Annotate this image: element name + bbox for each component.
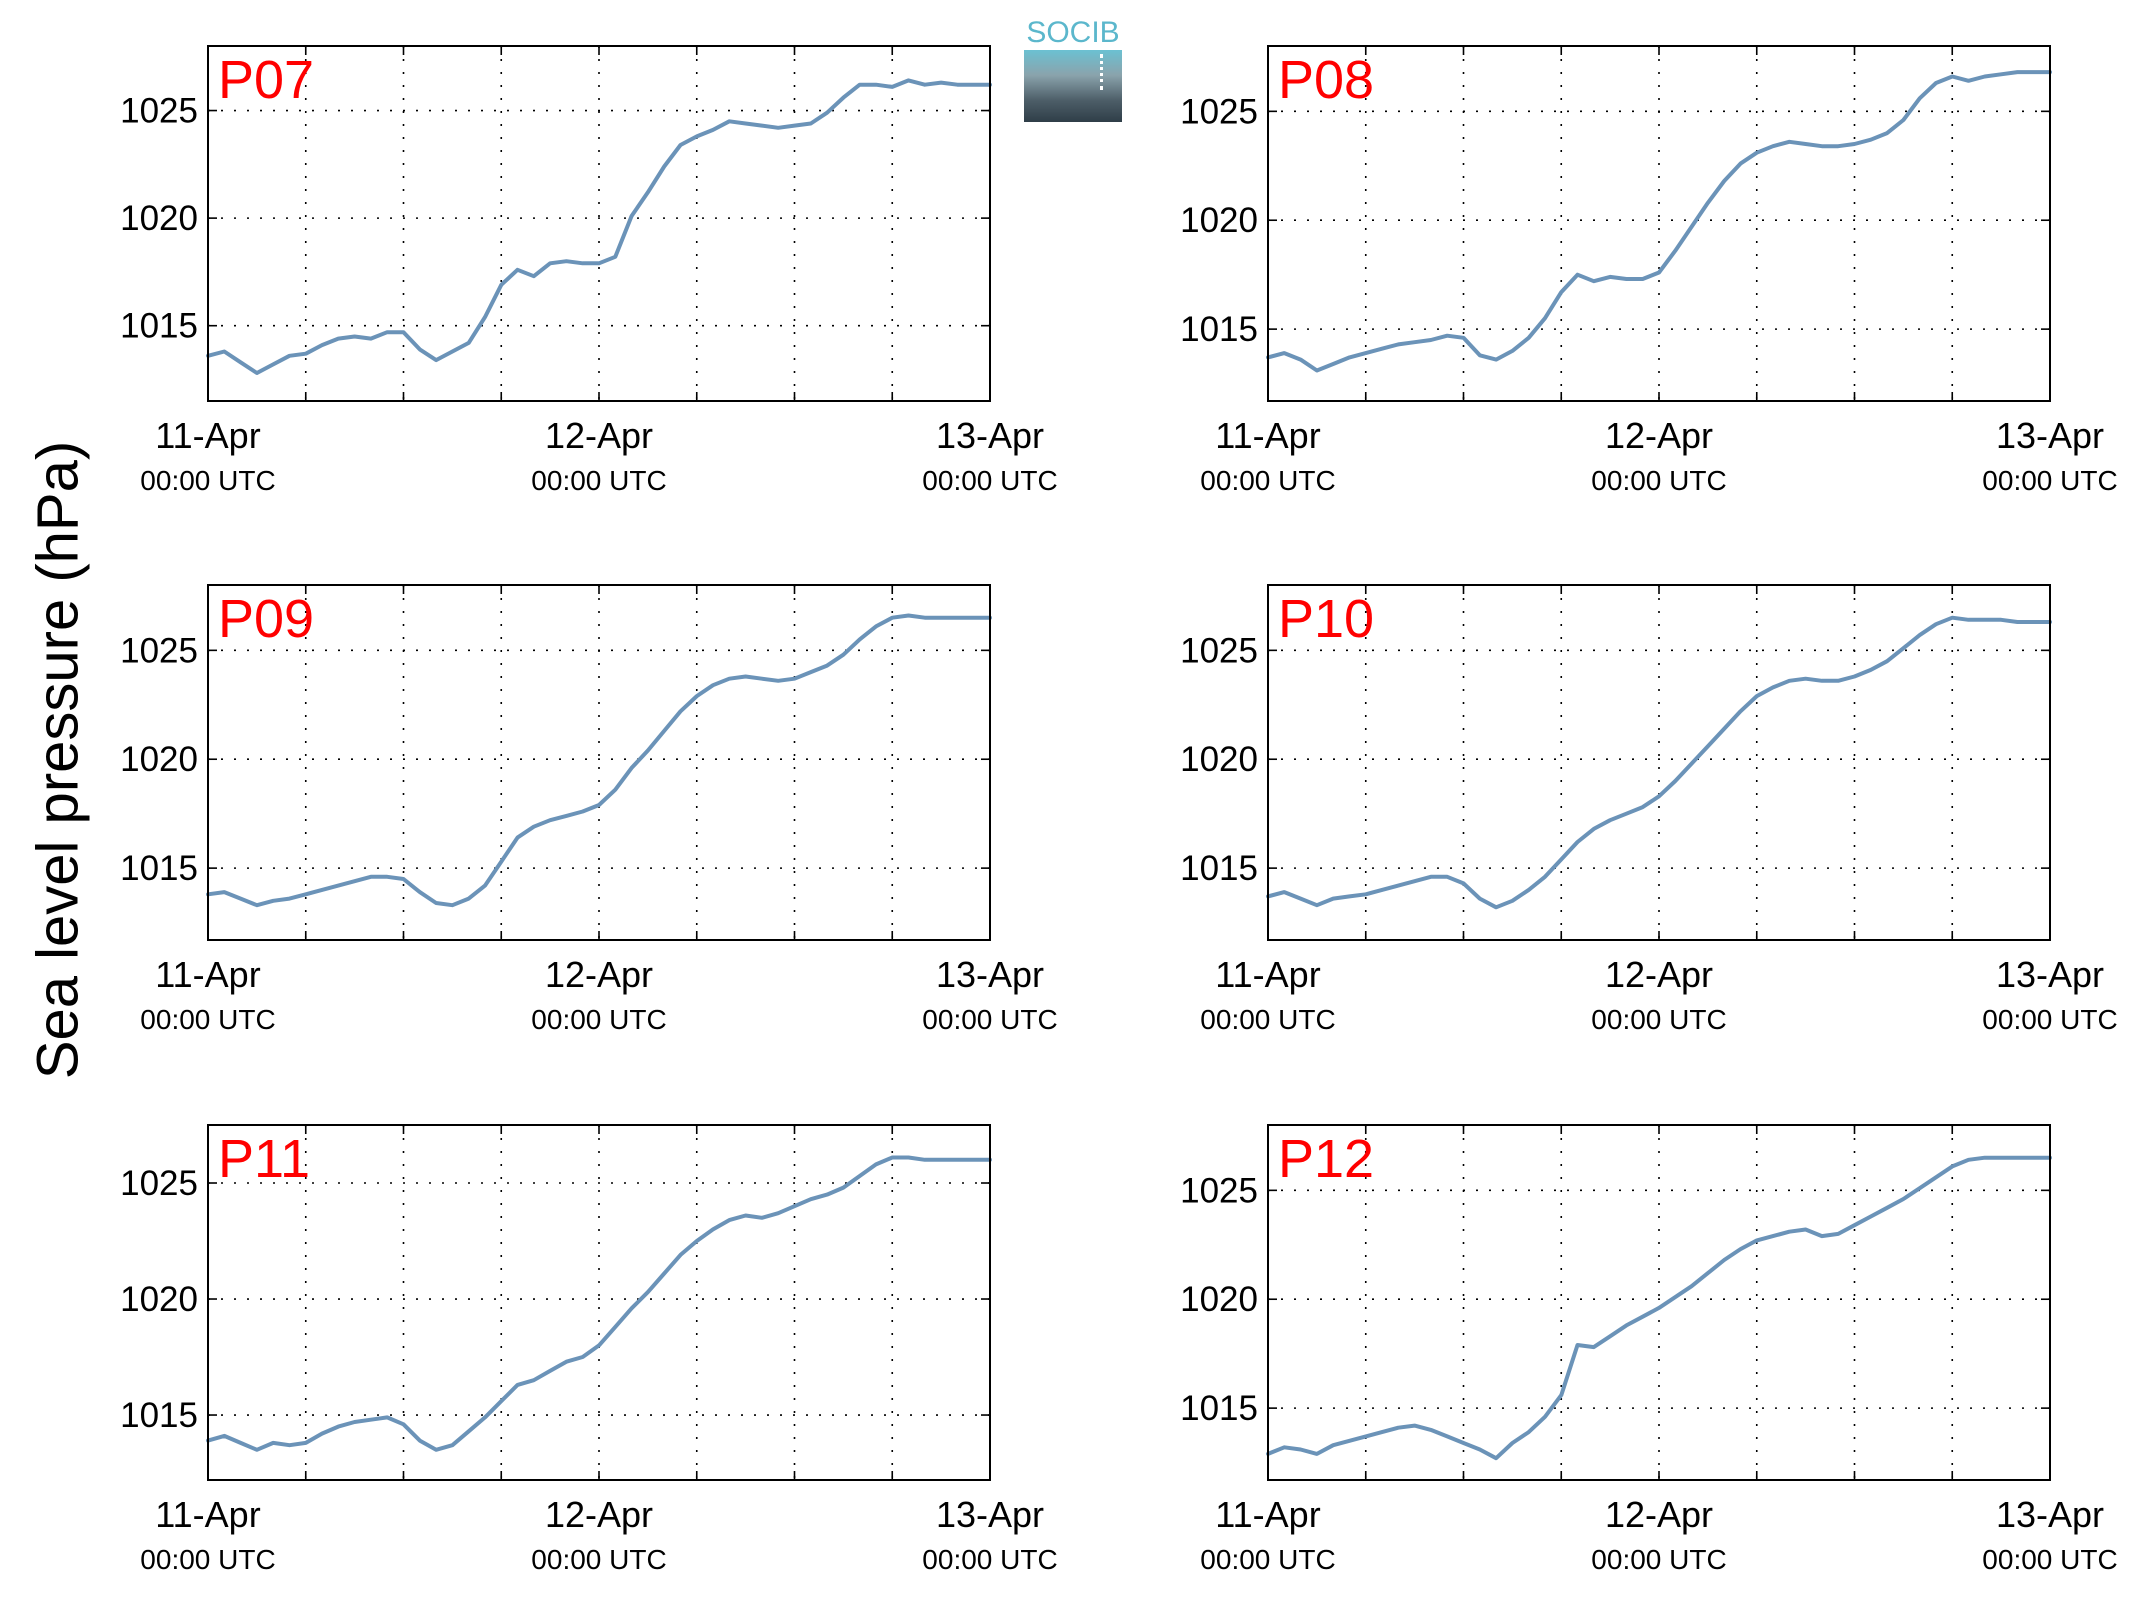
x-tick-time: 00:00 UTC bbox=[922, 1004, 1057, 1035]
plot-frame bbox=[1267, 45, 2051, 402]
x-tick-date: 12-Apr bbox=[1605, 1494, 1713, 1535]
x-tick-date: 11-Apr bbox=[155, 954, 260, 995]
y-tick-label: 1020 bbox=[1180, 201, 1258, 240]
pressure-series-line bbox=[1266, 615, 2052, 910]
y-tick-label: 1015 bbox=[1180, 849, 1258, 888]
socib-logo-graphic bbox=[1024, 50, 1122, 122]
chart-panel-p12: 1015 1020 1025 11-Apr 00:00 UTC 12-Apr 00:00 U… bbox=[1180, 1124, 2118, 1575]
x-tick-time: 00:00 UTC bbox=[531, 465, 666, 496]
y-tick-label: 1015 bbox=[1180, 310, 1258, 349]
socib-logo-mark bbox=[1100, 54, 1103, 90]
y-tick-label: 1025 bbox=[1180, 92, 1258, 131]
x-tick-time: 00:00 UTC bbox=[1591, 465, 1726, 496]
y-tick-label: 1025 bbox=[1180, 1171, 1258, 1210]
plot-frame bbox=[207, 45, 991, 402]
x-tick-date: 13-Apr bbox=[936, 1494, 1044, 1535]
panel-label: P11 bbox=[218, 1129, 310, 1189]
x-tick-date: 11-Apr bbox=[1215, 415, 1320, 456]
x-tick-time: 00:00 UTC bbox=[140, 1544, 275, 1575]
chart-panel-p07: 1015 1020 1025 11-Apr 00:00 UTC 12-Apr 00:00 U… bbox=[120, 45, 1058, 496]
x-tick-time: 00:00 UTC bbox=[531, 1004, 666, 1035]
chart-panel-p10: 1015 1020 1025 11-Apr 00:00 UTC 12-Apr 00:00 U… bbox=[1180, 584, 2118, 1035]
socib-logo: SOCIB bbox=[1022, 16, 1124, 122]
y-tick-label: 1015 bbox=[1180, 1389, 1258, 1428]
panel-label: P12 bbox=[1278, 1129, 1374, 1189]
panel-label: P10 bbox=[1278, 589, 1374, 649]
x-tick-date: 13-Apr bbox=[936, 954, 1044, 995]
chart-panel-p11: 1015 1020 1025 11-Apr 00:00 UTC 12-Apr 00:00 U… bbox=[120, 1124, 1058, 1575]
x-tick-time: 00:00 UTC bbox=[140, 1004, 275, 1035]
x-tick-time: 00:00 UTC bbox=[1982, 1004, 2117, 1035]
x-tick-time: 00:00 UTC bbox=[922, 1544, 1057, 1575]
plot-frame bbox=[207, 1124, 991, 1481]
x-tick-date: 12-Apr bbox=[545, 954, 653, 995]
x-tick-time: 00:00 UTC bbox=[1200, 1544, 1335, 1575]
y-tick-label: 1025 bbox=[120, 1164, 198, 1203]
pressure-series-line bbox=[1266, 70, 2052, 373]
x-tick-date: 13-Apr bbox=[1996, 954, 2104, 995]
y-tick-label: 1015 bbox=[120, 849, 198, 888]
x-tick-date: 11-Apr bbox=[155, 1494, 260, 1535]
x-tick-date: 13-Apr bbox=[1996, 415, 2104, 456]
x-tick-date: 11-Apr bbox=[155, 415, 260, 456]
x-tick-time: 00:00 UTC bbox=[1591, 1004, 1726, 1035]
x-tick-date: 13-Apr bbox=[1996, 1494, 2104, 1535]
panel-label: P09 bbox=[218, 589, 314, 649]
x-tick-time: 00:00 UTC bbox=[1982, 1544, 2117, 1575]
y-tick-label: 1025 bbox=[120, 92, 198, 131]
x-tick-time: 00:00 UTC bbox=[531, 1544, 666, 1575]
x-tick-time: 00:00 UTC bbox=[1200, 465, 1335, 496]
x-tick-date: 12-Apr bbox=[545, 1494, 653, 1535]
y-tick-label: 1020 bbox=[120, 1280, 198, 1319]
x-tick-time: 00:00 UTC bbox=[140, 465, 275, 496]
x-tick-date: 12-Apr bbox=[1605, 415, 1713, 456]
pressure-series-line bbox=[1266, 1155, 2052, 1461]
x-tick-date: 11-Apr bbox=[1215, 1494, 1320, 1535]
pressure-series-line bbox=[206, 78, 992, 375]
pressure-series-line bbox=[206, 613, 992, 908]
x-tick-date: 11-Apr bbox=[1215, 954, 1320, 995]
x-tick-time: 00:00 UTC bbox=[1591, 1544, 1726, 1575]
y-tick-label: 1020 bbox=[120, 740, 198, 779]
x-tick-time: 00:00 UTC bbox=[1200, 1004, 1335, 1035]
chart-panel-p08: 1015 1020 1025 11-Apr 00:00 UTC 12-Apr 00:00 U… bbox=[1180, 45, 2118, 496]
chart-panel-p09: 1015 1020 1025 11-Apr 00:00 UTC 12-Apr 00:00 U… bbox=[120, 584, 1058, 1035]
y-tick-label: 1025 bbox=[1180, 631, 1258, 670]
y-tick-label: 1020 bbox=[1180, 1280, 1258, 1319]
plot-frame bbox=[207, 584, 991, 941]
shared-y-axis-label: Sea level pressure (hPa) bbox=[25, 440, 91, 1080]
plot-frame bbox=[1267, 1124, 2051, 1481]
pressure-series-line bbox=[206, 1155, 992, 1452]
x-tick-time: 00:00 UTC bbox=[922, 465, 1057, 496]
y-tick-label: 1015 bbox=[120, 1396, 198, 1435]
y-tick-label: 1015 bbox=[120, 307, 198, 346]
x-tick-date: 12-Apr bbox=[1605, 954, 1713, 995]
x-tick-time: 00:00 UTC bbox=[1982, 465, 2117, 496]
x-tick-date: 13-Apr bbox=[936, 415, 1044, 456]
panel-label: P07 bbox=[218, 50, 314, 110]
socib-logo-text: SOCIB bbox=[1026, 16, 1120, 49]
plot-frame bbox=[1267, 584, 2051, 941]
panel-label: P08 bbox=[1278, 50, 1374, 110]
y-tick-label: 1025 bbox=[120, 631, 198, 670]
y-tick-label: 1020 bbox=[1180, 740, 1258, 779]
y-tick-label: 1020 bbox=[120, 199, 198, 238]
x-tick-date: 12-Apr bbox=[545, 415, 653, 456]
